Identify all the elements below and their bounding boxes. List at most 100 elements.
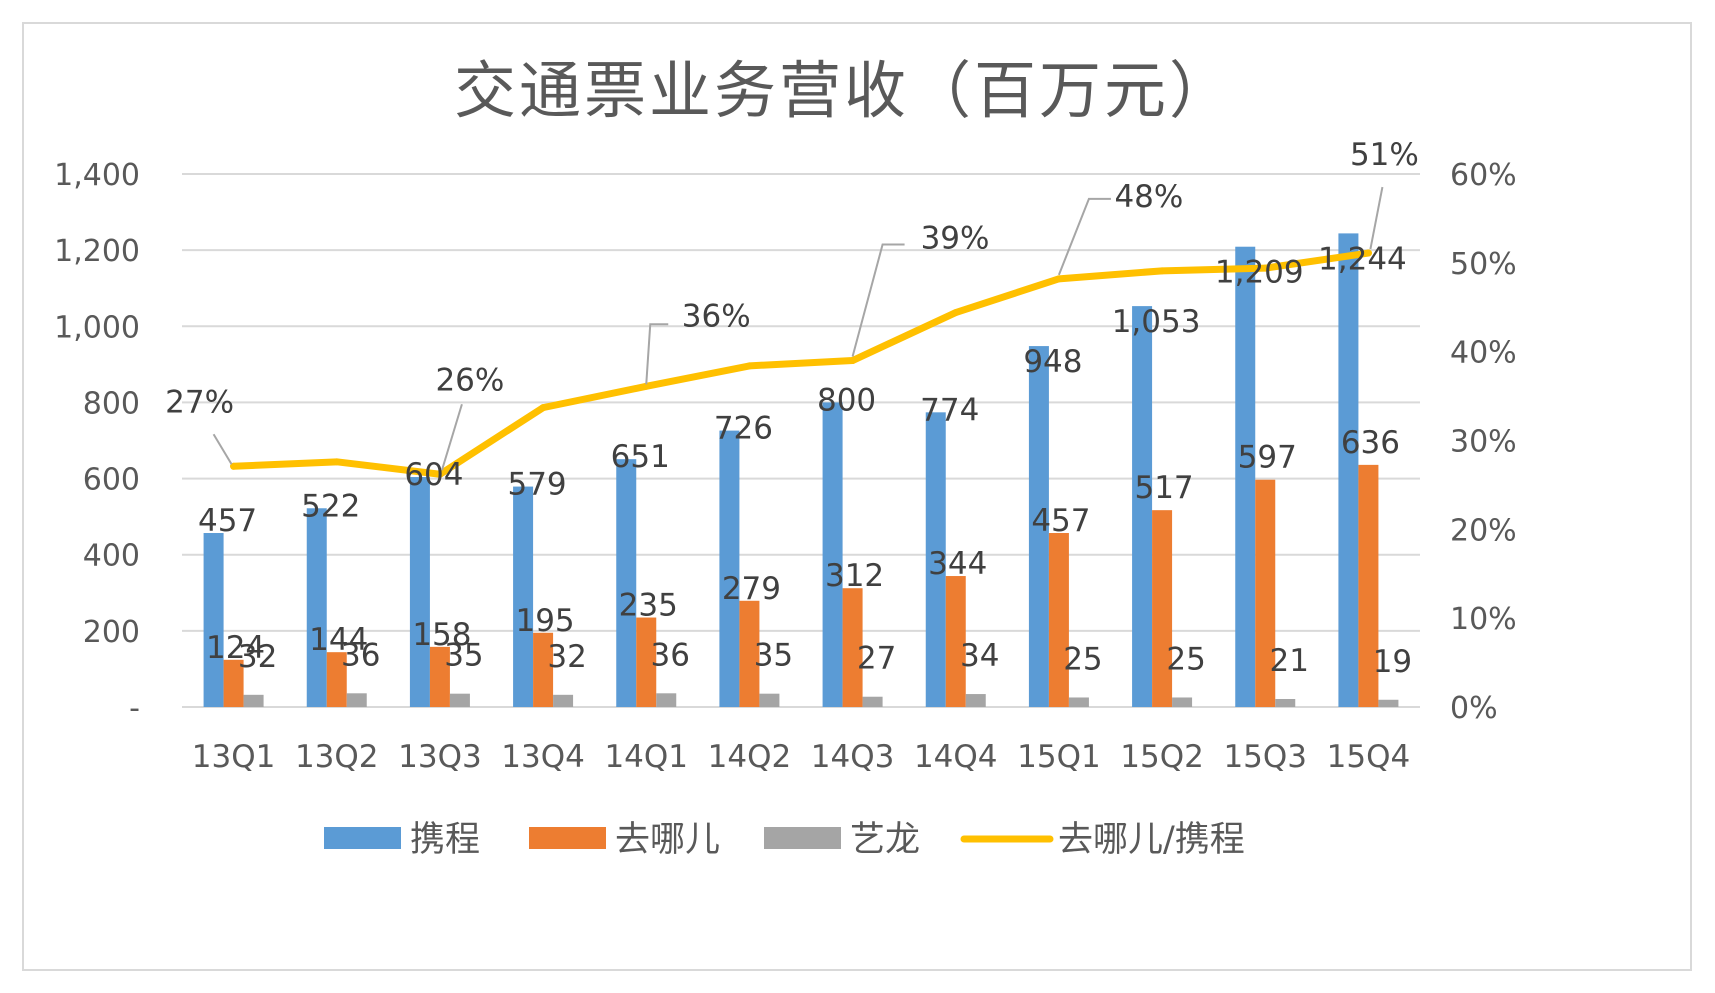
ratio-point (1158, 267, 1166, 275)
bar-3-15q3 (1275, 699, 1296, 707)
right-tick-label: 30% (1450, 425, 1517, 460)
bar-2-15q1 (1048, 533, 1069, 707)
right-axis-ticks: 0% 10% 20% 30% 40% 50% 60% (1450, 158, 1517, 726)
legend-label: 去哪儿 (615, 820, 720, 860)
left-tick-label: 600 (83, 463, 140, 498)
bar-1-15q2 (1132, 306, 1153, 707)
bar-1-15q1 (1028, 346, 1049, 707)
bar-3-13q2 (346, 693, 367, 707)
bar-2-15q4 (1358, 464, 1379, 707)
ratio-point (1364, 249, 1372, 257)
data-label: 35 (444, 638, 483, 674)
category-label: 15Q1 (1017, 739, 1101, 775)
bar-2-13q3 (429, 646, 450, 707)
ratio-callout-leader (440, 403, 463, 471)
category-label: 14Q1 (604, 739, 688, 775)
right-tick-label: 50% (1450, 247, 1517, 282)
bar-1-14q1 (616, 459, 637, 707)
left-tick-label: 1,400 (54, 158, 140, 193)
legend-label: 携程 (410, 820, 480, 860)
bar-1-13q2 (306, 508, 327, 707)
left-tick-label: 200 (83, 615, 140, 650)
bar-3-14q2 (759, 693, 780, 707)
data-label: 344 (928, 546, 987, 582)
right-tick-label: 10% (1450, 602, 1517, 637)
ratio-point (642, 382, 650, 390)
legend-swatch-3 (764, 827, 841, 849)
category-axis: 13Q1 13Q2 13Q3 13Q4 14Q1 14Q2 14Q3 14Q4 15Q1 15Q2… (192, 739, 1410, 775)
legend-swatch-1 (324, 827, 401, 849)
category-label: 15Q3 (1223, 739, 1307, 775)
bars (203, 233, 1399, 708)
data-label: 19 (1373, 644, 1412, 680)
chart-frame: 交通票业务营收（百万元） - 200 400 600 800 1,000 1,200 1,40… (22, 22, 1692, 971)
data-label: 1,209 (1215, 255, 1304, 291)
bar-1-13q3 (409, 477, 430, 707)
ratio-point (333, 458, 341, 466)
category-label: 15Q4 (1327, 739, 1411, 775)
data-label: 1,244 (1318, 241, 1407, 277)
data-label: 235 (619, 588, 678, 624)
category-label: 13Q3 (398, 739, 482, 775)
gridlines (182, 173, 1420, 708)
legend-label: 艺龙 (850, 820, 920, 860)
data-label: 522 (301, 488, 360, 524)
category-label: 13Q2 (295, 739, 379, 775)
bar-3-14q1 (656, 693, 677, 707)
ratio-callout-label: 51% (1350, 137, 1419, 173)
data-label: 32 (238, 639, 277, 675)
bar-3-15q2 (1172, 697, 1193, 707)
ratio-point (539, 404, 547, 412)
ratio-callout-leader (212, 433, 233, 465)
data-label: 948 (1023, 344, 1082, 380)
data-label: 279 (722, 571, 781, 607)
data-labels: 457 522 604 579 651 726 800 774 948 1,053 1,209 1,2… (198, 241, 1412, 679)
data-label: 597 (1238, 440, 1297, 476)
data-label: 25 (1166, 641, 1205, 677)
ratio-callout-leader (645, 323, 669, 385)
category-label: 13Q1 (192, 739, 276, 775)
right-tick-label: 20% (1450, 513, 1517, 548)
bar-2-13q1 (223, 659, 244, 707)
bar-2-13q4 (533, 632, 554, 707)
bar-1-13q4 (513, 486, 534, 707)
ratio-callout-label: 27% (165, 384, 234, 420)
data-label: 457 (1031, 503, 1090, 539)
ratio-point (436, 470, 444, 478)
data-label: 636 (1341, 425, 1400, 461)
bar-3-14q3 (862, 696, 883, 707)
data-label: 800 (817, 382, 876, 418)
bar-2-15q3 (1255, 479, 1276, 707)
left-tick-label: 1,000 (54, 310, 140, 345)
ratio-line-path (230, 249, 1372, 478)
bar-3-13q4 (553, 694, 574, 707)
bar-1-15q4 (1338, 233, 1359, 708)
category-label: 14Q4 (914, 739, 998, 775)
data-label: 158 (412, 617, 471, 653)
ratio-callout-leader (1057, 197, 1111, 276)
bar-3-15q1 (1068, 697, 1089, 707)
bar-3-15q4 (1378, 699, 1399, 707)
bar-2-13q2 (326, 652, 347, 707)
legend-swatch-2 (529, 827, 606, 849)
ratio-callout-label: 36% (682, 298, 751, 334)
bar-3-13q3 (449, 693, 470, 707)
ratio-point (952, 309, 960, 317)
ratio-callout-leader (851, 243, 905, 357)
chart-title: 交通票业务营收（百万元） (454, 54, 1234, 127)
ratio-point (745, 362, 753, 370)
data-label: 36 (341, 637, 380, 673)
data-label: 32 (547, 639, 586, 675)
data-label: 35 (754, 638, 793, 674)
data-label: 517 (1134, 470, 1193, 506)
bar-1-14q4 (925, 412, 946, 707)
data-label: 1,053 (1112, 304, 1201, 340)
ratio-point (1055, 275, 1063, 283)
category-label: 14Q2 (708, 739, 792, 775)
bar-2-14q3 (842, 588, 863, 707)
ratio-point (849, 357, 857, 365)
chart-svg: 交通票业务营收（百万元） - 200 400 600 800 1,000 1,200 1,40… (54, 54, 1517, 860)
category-label: 14Q3 (811, 739, 895, 775)
left-axis-ticks: - 200 400 600 800 1,000 1,200 1,400 (54, 158, 140, 726)
bar-1-14q3 (822, 402, 843, 707)
